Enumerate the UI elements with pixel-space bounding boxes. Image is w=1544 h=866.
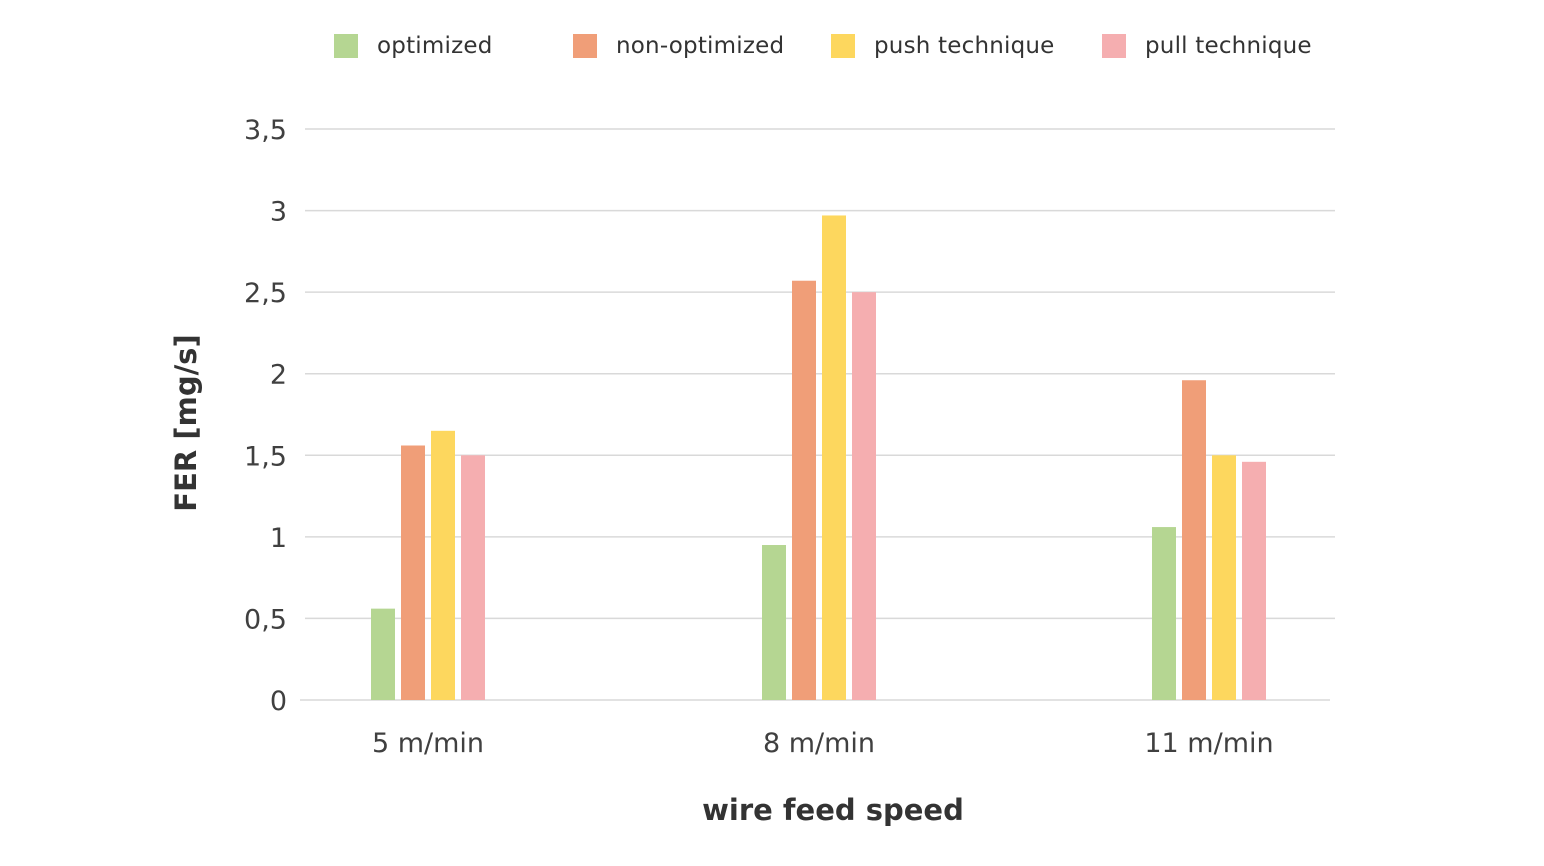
y-tick-label: 2: [270, 360, 287, 391]
bar-optimized-8-m-min: [762, 545, 786, 700]
legend-swatch-non-optimized: [573, 34, 597, 58]
y-tick-label: 3: [270, 197, 287, 228]
bar-non-optimized-11-m-min: [1182, 380, 1206, 700]
bar-pull-technique-8-m-min: [852, 292, 876, 700]
legend-swatch-push-technique: [831, 34, 855, 58]
legend-item-non-optimized: non-optimized: [573, 30, 784, 62]
y-tick-label: 0: [270, 686, 287, 717]
gridlines: [300, 128, 1335, 701]
bar-non-optimized-5-m-min: [401, 445, 425, 700]
y-tick-labels: 0 0,5 1 1,5 2 2,5 3 3,5: [244, 115, 287, 717]
legend-item-optimized: optimized: [334, 30, 493, 62]
bar-push-technique-5-m-min: [431, 430, 455, 700]
bar-push-technique-8-m-min: [822, 215, 846, 701]
legend-label-optimized: optimized: [377, 33, 493, 59]
y-tick-label: 3,5: [244, 115, 287, 146]
legend-swatch-optimized: [334, 34, 358, 58]
legend-label-pull-technique: pull technique: [1145, 33, 1312, 59]
bar-pull-technique-11-m-min: [1242, 461, 1266, 700]
legend: optimized non-optimized push technique p…: [0, 30, 1544, 62]
y-tick-label: 0,5: [244, 604, 287, 635]
x-tick-label: 11 m/min: [1144, 728, 1273, 759]
y-tick-label: 2,5: [244, 278, 287, 309]
x-tick-label: 8 m/min: [763, 728, 875, 759]
legend-label-push-technique: push technique: [874, 33, 1055, 59]
y-axis-label: FER [mg/s]: [169, 334, 203, 511]
y-tick-label: 1: [270, 523, 287, 554]
x-tick-labels: 5 m/min 8 m/min 11 m/min: [372, 728, 1274, 759]
y-tick-label: 1,5: [244, 441, 287, 472]
legend-label-non-optimized: non-optimized: [616, 33, 785, 59]
x-tick-label: 5 m/min: [372, 728, 484, 759]
x-axis-label: wire feed speed: [702, 793, 964, 827]
bar-non-optimized-8-m-min: [792, 280, 816, 700]
bar-push-technique-11-m-min: [1212, 455, 1236, 700]
bar-pull-technique-5-m-min: [461, 455, 485, 700]
legend-item-pull-technique: pull technique: [1102, 30, 1312, 62]
bar-optimized-5-m-min: [371, 608, 395, 700]
legend-swatch-pull-technique: [1102, 34, 1126, 58]
bars: [371, 215, 1266, 701]
bar-optimized-11-m-min: [1152, 527, 1176, 700]
legend-item-push-technique: push technique: [831, 30, 1055, 62]
